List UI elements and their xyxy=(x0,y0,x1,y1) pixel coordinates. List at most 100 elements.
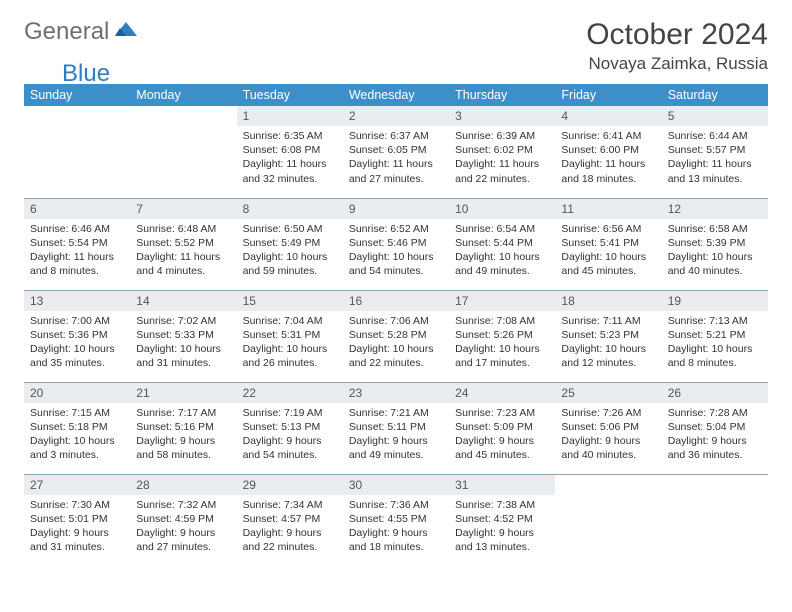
day-number: 24 xyxy=(449,383,555,403)
day-number: 8 xyxy=(237,199,343,219)
day-info: Sunrise: 6:35 AMSunset: 6:08 PMDaylight:… xyxy=(237,126,343,192)
calendar-cell: 25Sunrise: 7:26 AMSunset: 5:06 PMDayligh… xyxy=(555,382,661,474)
day-number: 30 xyxy=(343,475,449,495)
calendar-week-row: 13Sunrise: 7:00 AMSunset: 5:36 PMDayligh… xyxy=(24,290,768,382)
day-number: 20 xyxy=(24,383,130,403)
calendar-cell: 20Sunrise: 7:15 AMSunset: 5:18 PMDayligh… xyxy=(24,382,130,474)
calendar-cell: 13Sunrise: 7:00 AMSunset: 5:36 PMDayligh… xyxy=(24,290,130,382)
calendar-cell xyxy=(662,474,768,566)
weekday-header: Saturday xyxy=(662,84,768,106)
calendar-body: 1Sunrise: 6:35 AMSunset: 6:08 PMDaylight… xyxy=(24,106,768,566)
day-info: Sunrise: 7:30 AMSunset: 5:01 PMDaylight:… xyxy=(24,495,130,561)
day-info: Sunrise: 7:34 AMSunset: 4:57 PMDaylight:… xyxy=(237,495,343,561)
calendar-cell: 6Sunrise: 6:46 AMSunset: 5:54 PMDaylight… xyxy=(24,198,130,290)
calendar-cell: 17Sunrise: 7:08 AMSunset: 5:26 PMDayligh… xyxy=(449,290,555,382)
day-number: 22 xyxy=(237,383,343,403)
calendar-cell: 12Sunrise: 6:58 AMSunset: 5:39 PMDayligh… xyxy=(662,198,768,290)
calendar-cell: 26Sunrise: 7:28 AMSunset: 5:04 PMDayligh… xyxy=(662,382,768,474)
calendar-cell: 7Sunrise: 6:48 AMSunset: 5:52 PMDaylight… xyxy=(130,198,236,290)
day-info: Sunrise: 7:26 AMSunset: 5:06 PMDaylight:… xyxy=(555,403,661,469)
calendar-header-row: SundayMondayTuesdayWednesdayThursdayFrid… xyxy=(24,84,768,106)
day-number: 4 xyxy=(555,106,661,126)
calendar-cell: 30Sunrise: 7:36 AMSunset: 4:55 PMDayligh… xyxy=(343,474,449,566)
day-info: Sunrise: 7:28 AMSunset: 5:04 PMDaylight:… xyxy=(662,403,768,469)
day-number: 25 xyxy=(555,383,661,403)
day-number: 15 xyxy=(237,291,343,311)
day-info: Sunrise: 7:36 AMSunset: 4:55 PMDaylight:… xyxy=(343,495,449,561)
calendar-cell: 2Sunrise: 6:37 AMSunset: 6:05 PMDaylight… xyxy=(343,106,449,198)
day-info: Sunrise: 6:52 AMSunset: 5:46 PMDaylight:… xyxy=(343,219,449,285)
day-info: Sunrise: 7:15 AMSunset: 5:18 PMDaylight:… xyxy=(24,403,130,469)
location-text: Novaya Zaimka, Russia xyxy=(586,54,768,74)
weekday-header: Monday xyxy=(130,84,236,106)
calendar-cell: 22Sunrise: 7:19 AMSunset: 5:13 PMDayligh… xyxy=(237,382,343,474)
calendar-cell: 27Sunrise: 7:30 AMSunset: 5:01 PMDayligh… xyxy=(24,474,130,566)
day-number: 12 xyxy=(662,199,768,219)
day-info: Sunrise: 7:23 AMSunset: 5:09 PMDaylight:… xyxy=(449,403,555,469)
weekday-header: Wednesday xyxy=(343,84,449,106)
day-number: 13 xyxy=(24,291,130,311)
day-info: Sunrise: 6:56 AMSunset: 5:41 PMDaylight:… xyxy=(555,219,661,285)
calendar-cell: 28Sunrise: 7:32 AMSunset: 4:59 PMDayligh… xyxy=(130,474,236,566)
day-info: Sunrise: 7:13 AMSunset: 5:21 PMDaylight:… xyxy=(662,311,768,377)
day-number: 7 xyxy=(130,199,236,219)
day-info: Sunrise: 7:02 AMSunset: 5:33 PMDaylight:… xyxy=(130,311,236,377)
day-number: 2 xyxy=(343,106,449,126)
calendar-cell: 3Sunrise: 6:39 AMSunset: 6:02 PMDaylight… xyxy=(449,106,555,198)
day-number: 5 xyxy=(662,106,768,126)
logo-text-general: General xyxy=(24,18,109,46)
calendar-week-row: 1Sunrise: 6:35 AMSunset: 6:08 PMDaylight… xyxy=(24,106,768,198)
day-number: 19 xyxy=(662,291,768,311)
day-info: Sunrise: 6:41 AMSunset: 6:00 PMDaylight:… xyxy=(555,126,661,192)
day-info: Sunrise: 7:04 AMSunset: 5:31 PMDaylight:… xyxy=(237,311,343,377)
month-title: October 2024 xyxy=(586,18,768,52)
day-info: Sunrise: 7:00 AMSunset: 5:36 PMDaylight:… xyxy=(24,311,130,377)
day-info: Sunrise: 6:48 AMSunset: 5:52 PMDaylight:… xyxy=(130,219,236,285)
day-number: 27 xyxy=(24,475,130,495)
calendar-cell: 16Sunrise: 7:06 AMSunset: 5:28 PMDayligh… xyxy=(343,290,449,382)
day-info: Sunrise: 6:50 AMSunset: 5:49 PMDaylight:… xyxy=(237,219,343,285)
weekday-header: Tuesday xyxy=(237,84,343,106)
calendar-cell: 1Sunrise: 6:35 AMSunset: 6:08 PMDaylight… xyxy=(237,106,343,198)
calendar-cell: 14Sunrise: 7:02 AMSunset: 5:33 PMDayligh… xyxy=(130,290,236,382)
day-number: 3 xyxy=(449,106,555,126)
calendar-table: SundayMondayTuesdayWednesdayThursdayFrid… xyxy=(24,84,768,566)
calendar-cell: 4Sunrise: 6:41 AMSunset: 6:00 PMDaylight… xyxy=(555,106,661,198)
weekday-header: Thursday xyxy=(449,84,555,106)
day-info: Sunrise: 7:08 AMSunset: 5:26 PMDaylight:… xyxy=(449,311,555,377)
logo-text-blue: Blue xyxy=(62,60,110,88)
day-info: Sunrise: 7:32 AMSunset: 4:59 PMDaylight:… xyxy=(130,495,236,561)
day-info: Sunrise: 6:46 AMSunset: 5:54 PMDaylight:… xyxy=(24,219,130,285)
calendar-week-row: 27Sunrise: 7:30 AMSunset: 5:01 PMDayligh… xyxy=(24,474,768,566)
calendar-cell: 21Sunrise: 7:17 AMSunset: 5:16 PMDayligh… xyxy=(130,382,236,474)
day-number: 29 xyxy=(237,475,343,495)
header: General October 2024 Novaya Zaimka, Russ… xyxy=(24,18,768,74)
day-info: Sunrise: 7:21 AMSunset: 5:11 PMDaylight:… xyxy=(343,403,449,469)
day-info: Sunrise: 6:44 AMSunset: 5:57 PMDaylight:… xyxy=(662,126,768,192)
weekday-header: Friday xyxy=(555,84,661,106)
logo-mark-icon xyxy=(115,20,137,45)
day-number: 21 xyxy=(130,383,236,403)
day-number: 11 xyxy=(555,199,661,219)
day-number: 23 xyxy=(343,383,449,403)
calendar-cell: 8Sunrise: 6:50 AMSunset: 5:49 PMDaylight… xyxy=(237,198,343,290)
day-number: 1 xyxy=(237,106,343,126)
day-info: Sunrise: 6:39 AMSunset: 6:02 PMDaylight:… xyxy=(449,126,555,192)
day-number: 26 xyxy=(662,383,768,403)
title-block: October 2024 Novaya Zaimka, Russia xyxy=(586,18,768,74)
day-info: Sunrise: 6:37 AMSunset: 6:05 PMDaylight:… xyxy=(343,126,449,192)
calendar-cell: 18Sunrise: 7:11 AMSunset: 5:23 PMDayligh… xyxy=(555,290,661,382)
calendar-cell xyxy=(130,106,236,198)
calendar-week-row: 6Sunrise: 6:46 AMSunset: 5:54 PMDaylight… xyxy=(24,198,768,290)
calendar-cell: 11Sunrise: 6:56 AMSunset: 5:41 PMDayligh… xyxy=(555,198,661,290)
logo: General xyxy=(24,18,139,46)
day-info: Sunrise: 7:38 AMSunset: 4:52 PMDaylight:… xyxy=(449,495,555,561)
day-number: 9 xyxy=(343,199,449,219)
day-number: 10 xyxy=(449,199,555,219)
calendar-week-row: 20Sunrise: 7:15 AMSunset: 5:18 PMDayligh… xyxy=(24,382,768,474)
day-info: Sunrise: 7:11 AMSunset: 5:23 PMDaylight:… xyxy=(555,311,661,377)
day-number: 31 xyxy=(449,475,555,495)
day-number: 6 xyxy=(24,199,130,219)
day-number: 16 xyxy=(343,291,449,311)
calendar-cell: 5Sunrise: 6:44 AMSunset: 5:57 PMDaylight… xyxy=(662,106,768,198)
